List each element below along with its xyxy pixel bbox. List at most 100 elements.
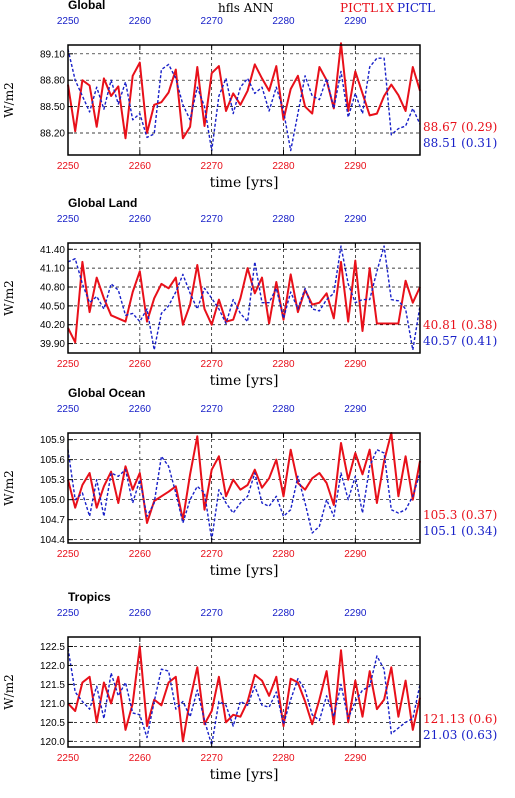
y-axis-label: W/m2 [2,82,16,117]
y-tick-label: 88.20 [40,129,65,140]
stat-blue: 105.1 (0.34) [423,524,497,538]
x-tick-label-bottom: 2280 [272,161,295,172]
x-tick-label-top: 2250 [57,214,80,225]
x-tick-label-top: 2290 [344,404,367,415]
stat-red: 88.67 (0.29) [423,120,497,134]
y-tick-label: 104.7 [40,515,65,526]
y-tick-label: 105.3 [40,475,65,486]
panel-2: Global Ocean 2250 2250 2260 2260 2270 2270 2280… [2,386,497,579]
x-tick-label-top: 2250 [57,608,80,619]
y-tick-label: 41.10 [40,264,65,275]
series-red [67,259,421,344]
series-red [67,432,421,524]
x-tick-label-top: 2280 [272,16,295,27]
x-tick-label-top: 2270 [201,404,224,415]
panel-3: Tropics 2250 2250 2260 2260 2270 2270 2280 2280 2… [2,590,497,783]
x-tick-label-bottom: 2280 [272,359,295,370]
x-tick-label-top: 2260 [129,404,152,415]
x-axis-label: time [yrs] [210,175,279,191]
x-tick-label-bottom: 2290 [344,161,367,172]
x-tick-label-bottom: 2290 [344,753,367,764]
y-tick-label: 121.5 [40,680,65,691]
panel-title: Global [68,0,105,12]
x-tick-label-bottom: 2280 [272,549,295,560]
stat-blue: 40.57 (0.41) [423,334,497,348]
y-tick-label: 104.4 [40,535,65,546]
x-tick-label-bottom: 2290 [344,549,367,560]
x-tick-label-top: 2260 [129,214,152,225]
legend-blue: PICTL [397,1,435,15]
y-tick-label: 41.40 [40,245,65,256]
plot-area [68,243,420,353]
y-tick-label: 40.20 [40,320,65,331]
y-tick-label: 105.0 [40,495,65,506]
y-axis-label: W/m2 [2,470,16,505]
x-tick-label-bottom: 2270 [201,359,224,370]
stat-blue: 88.51 (0.31) [423,136,497,150]
stat-red: 105.3 (0.37) [423,508,497,522]
x-tick-label-bottom: 2270 [201,753,224,764]
x-axis-label: time [yrs] [210,373,279,389]
y-tick-label: 105.6 [40,455,65,466]
panel-0: Global 2250 2250 2260 2260 2270 2270 2280 2280 22… [2,0,497,191]
panel-1: Global Land 2250 2250 2260 2260 2270 2270 2280 2… [2,196,497,389]
series-red [67,645,421,743]
y-tick-label: 89.10 [40,49,65,60]
series-blue [67,245,421,351]
y-tick-label: 121.0 [40,699,65,710]
legend-red: PICTL1X [340,1,395,15]
x-tick-label-top: 2290 [344,608,367,619]
x-tick-label-top: 2290 [344,214,367,225]
stat-blue: 21.03 (0.63) [423,728,497,742]
x-tick-label-top: 2280 [272,214,295,225]
x-tick-label-bottom: 2250 [57,359,80,370]
plot-frame [67,432,421,544]
y-tick-label: 39.90 [40,339,65,350]
x-tick-label-top: 2290 [344,16,367,27]
x-tick-label-top: 2250 [57,404,80,415]
series-blue [67,648,421,746]
series-red [67,42,421,140]
stat-red: 121.13 (0.6) [423,712,497,726]
plot-frame [67,44,421,156]
y-tick-label: 122.0 [40,661,65,672]
x-tick-label-top: 2280 [272,608,295,619]
x-tick-label-bottom: 2260 [129,549,152,560]
y-axis-label: W/m2 [2,280,16,315]
stat-red: 40.81 (0.38) [423,318,497,332]
plot-frame [67,242,421,354]
x-tick-label-bottom: 2280 [272,753,295,764]
x-tick-label-top: 2260 [129,608,152,619]
y-tick-label: 120.0 [40,737,65,748]
panel-title: Global Land [68,196,137,210]
x-tick-label-bottom: 2250 [57,161,80,172]
x-tick-label-top: 2270 [201,608,224,619]
x-tick-label-bottom: 2270 [201,161,224,172]
x-tick-label-bottom: 2250 [57,549,80,560]
series-blue [67,449,421,541]
y-tick-label: 88.50 [40,102,65,113]
y-tick-label: 105.9 [40,435,65,446]
y-axis-label: W/m2 [2,674,16,709]
plot-frame [67,636,421,748]
y-tick-label: 40.80 [40,283,65,294]
y-tick-label: 122.5 [40,642,65,653]
y-tick-label: 40.50 [40,301,65,312]
x-tick-label-bottom: 2260 [129,359,152,370]
y-tick-label: 120.5 [40,718,65,729]
x-tick-label-bottom: 2260 [129,161,152,172]
panels: Global 2250 2250 2260 2260 2270 2270 2280 2280 22… [2,0,497,783]
panel-title: Tropics [68,590,111,604]
x-tick-label-bottom: 2260 [129,753,152,764]
variable-title: hfls ANN [218,1,273,15]
x-tick-label-top: 2270 [201,16,224,27]
x-tick-label-top: 2250 [57,16,80,27]
series-blue [67,49,421,152]
panel-title: Global Ocean [68,386,145,400]
x-tick-label-top: 2260 [129,16,152,27]
x-axis-label: time [yrs] [210,767,279,783]
x-tick-label-top: 2270 [201,214,224,225]
x-axis-label: time [yrs] [210,563,279,579]
x-tick-label-bottom: 2270 [201,549,224,560]
